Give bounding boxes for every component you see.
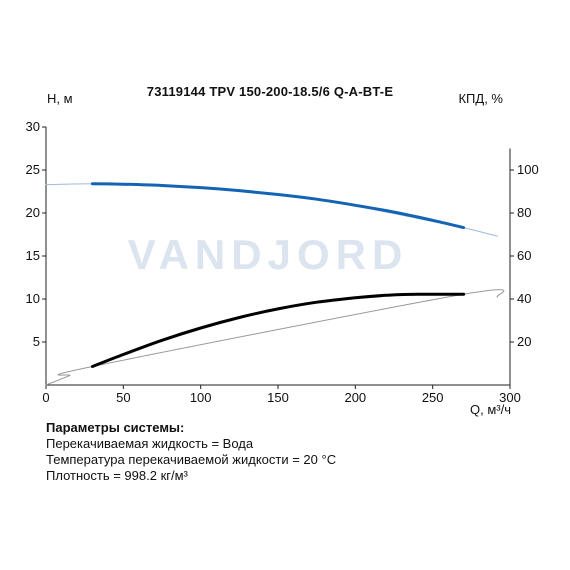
y-right-tick-label: 80 bbox=[517, 205, 531, 220]
efficiency-extended-curve bbox=[45, 289, 505, 386]
system-parameters: Параметры системы: Перекачиваемая жидкос… bbox=[46, 420, 336, 484]
y-axis-right-label: КПД, % bbox=[458, 91, 503, 106]
param-liquid: Перекачиваемая жидкость = Вода bbox=[46, 436, 254, 451]
head-extended-curve bbox=[45, 183, 499, 237]
y-left-tick-label: 5 bbox=[33, 334, 40, 349]
y-left-tick-label: 15 bbox=[26, 248, 40, 263]
x-tick-label: 100 bbox=[190, 390, 212, 405]
x-axis-label: Q, м³/ч bbox=[470, 402, 511, 417]
axes: 0 50 100 150 200 250 300 5 10 15 20 25 30 20 40 60 80 100 bbox=[26, 119, 539, 405]
system-parameters-heading: Параметры системы: bbox=[46, 420, 185, 435]
x-tick-label: 300 bbox=[499, 390, 521, 405]
param-density: Плотность = 998.2 кг/м³ bbox=[46, 468, 188, 483]
y-right-tick-label: 40 bbox=[517, 291, 531, 306]
x-tick-label: 50 bbox=[116, 390, 130, 405]
x-tick-label: 150 bbox=[267, 390, 289, 405]
y-right-tick-label: 60 bbox=[517, 248, 531, 263]
y-right-tick-label: 100 bbox=[517, 162, 539, 177]
y-left-tick-label: 25 bbox=[26, 162, 40, 177]
x-tick-label: 0 bbox=[42, 390, 49, 405]
y-left-tick-label: 30 bbox=[26, 119, 40, 134]
y-axis-left-label: H, м bbox=[47, 91, 73, 106]
efficiency-curve bbox=[90, 292, 466, 368]
x-tick-label: 200 bbox=[344, 390, 366, 405]
y-left-tick-label: 10 bbox=[26, 291, 40, 306]
y-right-tick-label: 20 bbox=[517, 334, 531, 349]
x-tick-label: 250 bbox=[422, 390, 444, 405]
watermark-logo: VANDJORD bbox=[128, 231, 409, 278]
series-layer bbox=[45, 182, 505, 386]
chart-title: 73119144 TPV 150-200-18.5/6 Q-A-BT-E bbox=[146, 84, 394, 99]
y-left-tick-label: 20 bbox=[26, 205, 40, 220]
head-curve bbox=[90, 182, 466, 230]
param-temperature: Температура перекачиваемой жидкости = 20… bbox=[46, 452, 337, 467]
